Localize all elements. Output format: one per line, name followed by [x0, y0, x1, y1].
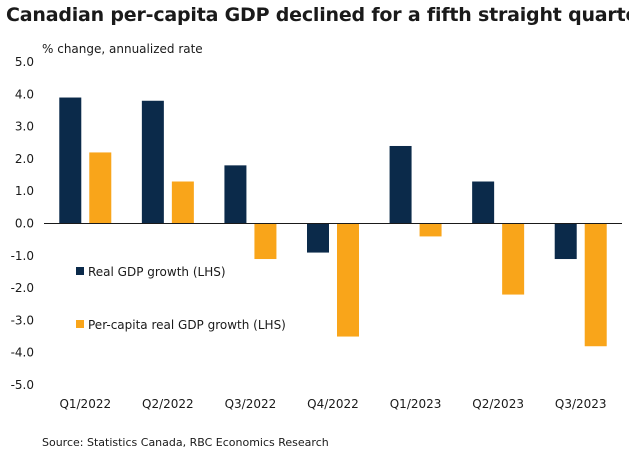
- per-capita-gdp-bar: [89, 152, 112, 224]
- x-tick-label: Q3/2023: [555, 397, 607, 411]
- real-gdp-bar: [224, 165, 247, 224]
- y-tick-label: 3.0: [15, 120, 34, 134]
- source-note: Source: Statistics Canada, RBC Economics…: [42, 436, 329, 449]
- per-capita-gdp-bar: [419, 223, 442, 237]
- y-tick-label: -2.0: [11, 281, 34, 295]
- x-tick-label: Q2/2022: [142, 397, 194, 411]
- y-tick-label: 1.0: [15, 184, 34, 198]
- x-tick-label: Q2/2023: [472, 397, 524, 411]
- real-gdp-bar: [141, 100, 164, 224]
- y-axis-label: % change, annualized rate: [42, 42, 203, 56]
- y-tick-label: -5.0: [11, 378, 34, 392]
- per-capita-gdp-bar: [337, 223, 359, 337]
- real-gdp-bar: [554, 223, 577, 260]
- per-capita-gdp-bar: [502, 223, 525, 295]
- real-gdp-bar: [389, 145, 412, 224]
- legend-label-per-capita: Per-capita real GDP growth (LHS): [88, 318, 286, 332]
- legend-swatch-real-gdp: [76, 267, 84, 275]
- x-axis-labels: Q1/2022 Q2/2022 Q3/2022 Q4/2022 Q1/2023 Q2/20…: [59, 397, 606, 411]
- legend-label-real-gdp: Real GDP growth (LHS): [88, 265, 226, 279]
- chart-title: Canadian per-capita GDP declined for a f…: [6, 4, 629, 26]
- real-gdp-bar: [472, 181, 495, 224]
- y-tick-label: -3.0: [11, 313, 34, 327]
- x-tick-label: Q4/2022: [307, 397, 359, 411]
- bars: [59, 97, 607, 347]
- per-capita-gdp-bar: [584, 223, 607, 347]
- legend: Real GDP growth (LHS) Per-capita real GDP…: [76, 265, 286, 332]
- y-tick-label: -4.0: [11, 346, 34, 360]
- x-tick-label: Q3/2022: [225, 397, 277, 411]
- y-tick-label: 0.0: [15, 217, 34, 231]
- legend-swatch-per-capita: [76, 320, 84, 328]
- real-gdp-bar: [307, 223, 329, 253]
- x-tick-label: Q1/2022: [59, 397, 111, 411]
- y-tick-label: 4.0: [15, 87, 34, 101]
- per-capita-gdp-bar: [254, 223, 277, 260]
- y-axis-ticks: 5.0 4.0 3.0 2.0 1.0 0.0 -1.0 -2.0 -3.0 -4.0 -5.0: [11, 55, 34, 392]
- y-tick-label: 2.0: [15, 152, 34, 166]
- y-tick-label: 5.0: [15, 55, 34, 69]
- x-tick-label: Q1/2023: [390, 397, 442, 411]
- real-gdp-bar: [59, 97, 82, 224]
- y-tick-label: -1.0: [11, 249, 34, 263]
- per-capita-gdp-bar: [171, 181, 194, 224]
